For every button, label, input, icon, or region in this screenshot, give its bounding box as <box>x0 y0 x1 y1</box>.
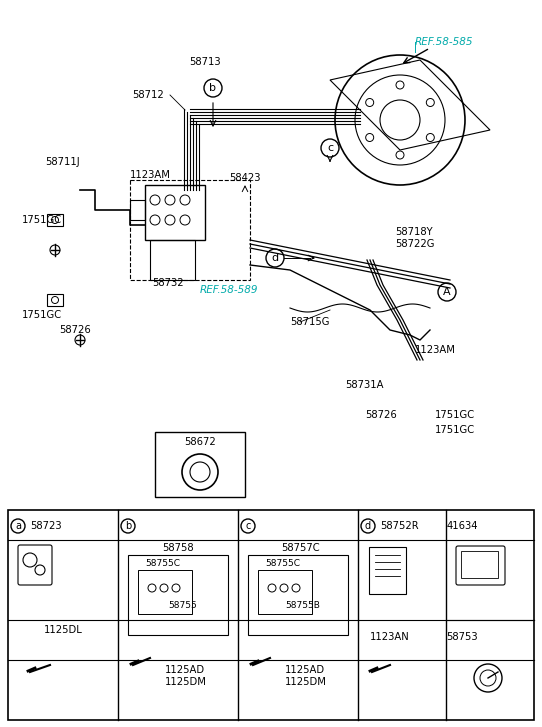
Text: REF.58-585: REF.58-585 <box>415 37 474 47</box>
Text: 1751GC: 1751GC <box>435 425 475 435</box>
FancyBboxPatch shape <box>145 185 205 240</box>
Text: a: a <box>15 521 21 531</box>
FancyBboxPatch shape <box>128 555 228 635</box>
Text: b: b <box>125 521 131 531</box>
Text: 1123AM: 1123AM <box>130 170 170 180</box>
FancyBboxPatch shape <box>461 551 498 578</box>
FancyBboxPatch shape <box>369 547 406 594</box>
Text: 58731A: 58731A <box>345 380 384 390</box>
FancyBboxPatch shape <box>18 545 52 585</box>
Text: 58752R: 58752R <box>380 521 418 531</box>
Text: 58755B: 58755B <box>286 601 320 609</box>
FancyBboxPatch shape <box>258 570 312 614</box>
Text: A: A <box>443 287 451 297</box>
FancyBboxPatch shape <box>456 546 505 585</box>
Text: 58755C: 58755C <box>265 558 300 568</box>
Text: 1125DM: 1125DM <box>285 677 327 687</box>
FancyBboxPatch shape <box>248 555 348 635</box>
Text: 41634: 41634 <box>446 521 478 531</box>
Text: d: d <box>365 521 371 531</box>
Text: b: b <box>210 83 216 93</box>
Text: c: c <box>246 521 251 531</box>
Text: 58712: 58712 <box>132 90 164 100</box>
Text: 58723: 58723 <box>30 521 62 531</box>
Text: 58753: 58753 <box>446 632 478 642</box>
Text: 58423: 58423 <box>229 173 261 183</box>
Text: 58758: 58758 <box>162 543 194 553</box>
Text: 58718Y: 58718Y <box>395 227 433 237</box>
FancyBboxPatch shape <box>138 570 192 614</box>
Text: d: d <box>272 253 279 263</box>
Text: c: c <box>327 143 333 153</box>
Text: 58757C: 58757C <box>281 543 319 553</box>
Text: 58732: 58732 <box>152 278 184 288</box>
Text: 1751GC: 1751GC <box>435 410 475 420</box>
Text: 1123AM: 1123AM <box>415 345 456 355</box>
Text: 58755: 58755 <box>169 601 197 609</box>
Text: 1751GC: 1751GC <box>22 310 62 320</box>
FancyBboxPatch shape <box>155 432 245 497</box>
Text: REF.58-589: REF.58-589 <box>200 285 259 295</box>
Text: 58726: 58726 <box>59 325 91 335</box>
FancyBboxPatch shape <box>47 294 63 306</box>
Text: 58722G: 58722G <box>395 239 435 249</box>
Text: 58755C: 58755C <box>145 558 180 568</box>
Text: 58672: 58672 <box>184 437 216 447</box>
Text: 58711J: 58711J <box>44 157 79 167</box>
Text: 1125AD: 1125AD <box>285 665 325 675</box>
FancyBboxPatch shape <box>8 510 534 720</box>
Text: 1125AD: 1125AD <box>165 665 205 675</box>
Text: 58713: 58713 <box>189 57 221 67</box>
Text: 58726: 58726 <box>365 410 397 420</box>
Text: 1123AN: 1123AN <box>370 632 410 642</box>
Text: 1125DL: 1125DL <box>43 625 82 635</box>
FancyBboxPatch shape <box>47 214 63 226</box>
Text: 1751GC: 1751GC <box>22 215 62 225</box>
Text: 1125DM: 1125DM <box>165 677 207 687</box>
Text: 58715G: 58715G <box>290 317 330 327</box>
